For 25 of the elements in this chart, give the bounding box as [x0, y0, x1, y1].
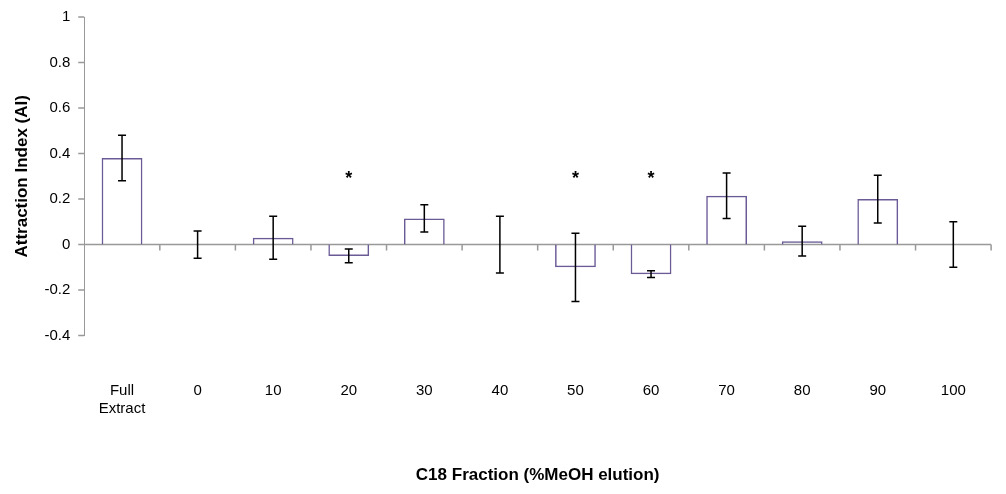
y-tick-label: 0.6 — [49, 98, 71, 116]
annotation: * — [647, 168, 655, 189]
x-tick-label: 40 — [491, 380, 509, 398]
x-tick-label: 50 — [567, 380, 584, 398]
x-tick-label: 100 — [940, 380, 966, 398]
x-tick-label: 0 — [193, 380, 202, 398]
x-tick-label: 10 — [264, 380, 282, 398]
x-tick-label: Full Extract — [98, 380, 147, 416]
y-tick-label: 0.8 — [49, 52, 71, 70]
x-tick-label: 90 — [869, 380, 887, 398]
x-tick-label: 30 — [415, 380, 433, 398]
x-tick-label: 60 — [642, 380, 660, 398]
x-axis-title: C18 Fraction (%MeOH elution) — [415, 465, 660, 485]
y-tick-label: 0 — [61, 234, 71, 252]
x-tick-label: 70 — [718, 380, 735, 398]
y-tick-label: -0.4 — [44, 325, 71, 343]
x-tick-label: 80 — [793, 380, 811, 398]
annotation: * — [345, 168, 353, 189]
y-tick-label: 0.2 — [49, 189, 71, 207]
x-tick-label: 20 — [340, 380, 358, 398]
annotation: * — [571, 168, 579, 189]
y-tick-label: -0.2 — [44, 280, 71, 298]
y-tick-label: 0.4 — [49, 143, 71, 161]
y-axis-title: Attraction Index (AI) — [11, 95, 31, 258]
y-tick-label: 1 — [61, 7, 71, 25]
